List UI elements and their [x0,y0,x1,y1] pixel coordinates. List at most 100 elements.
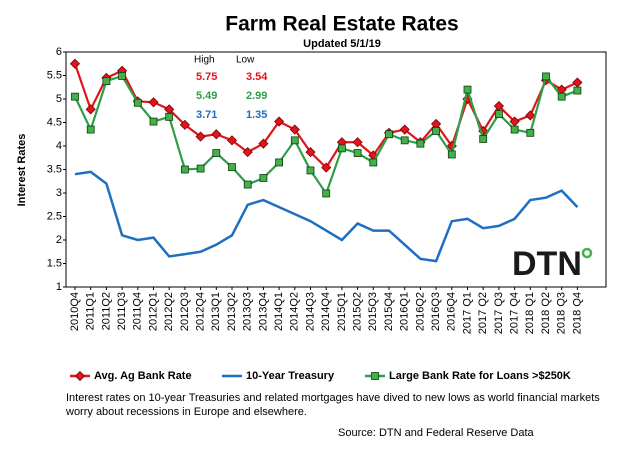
x-tick-label: 2013Q2 [226,292,238,331]
data-point [179,119,190,130]
stat-low: 3.54 [246,71,268,83]
stat-low: 1.35 [246,109,267,121]
data-point [133,98,142,107]
x-tick-label: 2015Q1 [336,292,348,331]
x-tick-label: 2015Q3 [367,292,379,331]
data-point [510,125,519,134]
data-point [479,135,488,143]
data-point [259,174,268,182]
x-tick-label: 2014Q1 [273,292,285,331]
x-tick-label: 2011Q4 [132,292,144,330]
stat-high: 5.75 [196,71,217,83]
data-point [557,92,566,101]
y-tick-label: 6 [56,46,62,58]
x-tick-label: 2010Q4 [69,292,81,331]
stats-header: High [194,55,215,66]
y-tick-label: 5.5 [47,69,62,81]
y-tick-label: 3 [56,187,62,199]
series-line [74,74,578,196]
x-tick-label: 2013Q4 [257,292,269,331]
x-tick-label: 2016Q3 [430,292,442,331]
data-point [102,77,111,86]
y-tick-label: 2 [56,234,62,246]
x-tick-label: 2011Q1 [85,292,97,330]
stat-low: 2.99 [246,90,267,102]
data-point [290,136,299,145]
y-tick-label: 1 [56,281,62,293]
legend-label: Large Bank Rate for Loans >$250K [389,370,571,382]
chart-title: Farm Real Estate Rates [225,13,458,36]
data-point [447,150,456,159]
x-tick-label: 2018 Q3 [556,292,568,334]
data-point [369,158,378,167]
data-point [118,72,126,80]
y-tick-label: 4 [56,140,62,152]
y-tick-label: 3.5 [47,163,62,175]
x-tick-label: 2017 Q2 [477,292,489,334]
x-tick-label: 2018 Q4 [571,292,583,334]
data-point [322,189,331,198]
data-point [228,163,236,172]
data-point [212,149,221,157]
data-point [69,58,81,69]
x-tick-label: 2016Q4 [446,292,458,331]
data-point [71,92,79,101]
data-point [526,128,535,137]
data-point [416,139,425,148]
chart: Farm Real Estate Rates Updated 5/1/19 In… [16,13,607,382]
data-point [525,110,536,121]
data-point [385,130,393,139]
stat-high: 3.71 [196,109,217,121]
logo-dot [581,247,593,259]
x-tick-label: 2014Q2 [289,292,301,331]
stats-header: Low [236,55,255,66]
y-tick-label: 2.5 [47,210,62,222]
data-point [85,104,96,115]
data-point [226,135,238,146]
y-axis-label: Interest Rates [16,134,28,207]
x-tick-label: 2012Q2 [163,292,175,331]
data-point [399,124,410,135]
data-point [243,180,252,189]
data-point [196,164,205,173]
data-point [572,77,583,88]
x-tick-label: 2017 Q3 [493,292,505,334]
y-tick-label: 5 [56,93,62,105]
data-point [306,166,315,175]
data-point [242,147,253,158]
x-tick-label: 2016Q1 [399,292,411,331]
x-tick-label: 2011Q2 [100,292,112,330]
legend-label: 10-Year Treasury [246,370,335,382]
x-tick-label: 2012Q1 [147,292,159,331]
data-point [542,72,550,81]
data-point [400,136,409,145]
data-point [432,127,441,135]
data-point [86,125,95,134]
legend-marker [74,370,86,382]
data-point [180,165,189,174]
x-tick-label: 2012Q3 [179,292,191,331]
x-tick-label: 2017 Q4 [509,292,521,334]
x-tick-label: 2014Q3 [304,292,316,331]
data-point [305,147,316,158]
x-tick-label: 2018 Q1 [524,292,536,334]
chart-subtitle: Updated 5/1/19 [303,38,381,50]
x-tick-label: 2013Q1 [210,292,222,331]
data-point [274,116,285,127]
x-tick-label: 2017 Q1 [461,292,473,334]
data-point [573,86,582,95]
data-point [165,112,174,121]
x-tick-label: 2018 Q2 [540,292,552,334]
footnote: Interest rates on 10-year Treasuries and… [66,392,600,418]
data-point [195,131,206,142]
logo: DTN [512,245,582,283]
x-tick-label: 2013Q3 [242,292,254,331]
x-tick-label: 2011Q3 [116,292,128,330]
y-tick-label: 4.5 [47,116,62,128]
data-point [494,110,503,118]
legend-marker [371,372,379,380]
data-point [148,97,159,108]
data-point [289,124,300,135]
data-point [275,158,284,167]
